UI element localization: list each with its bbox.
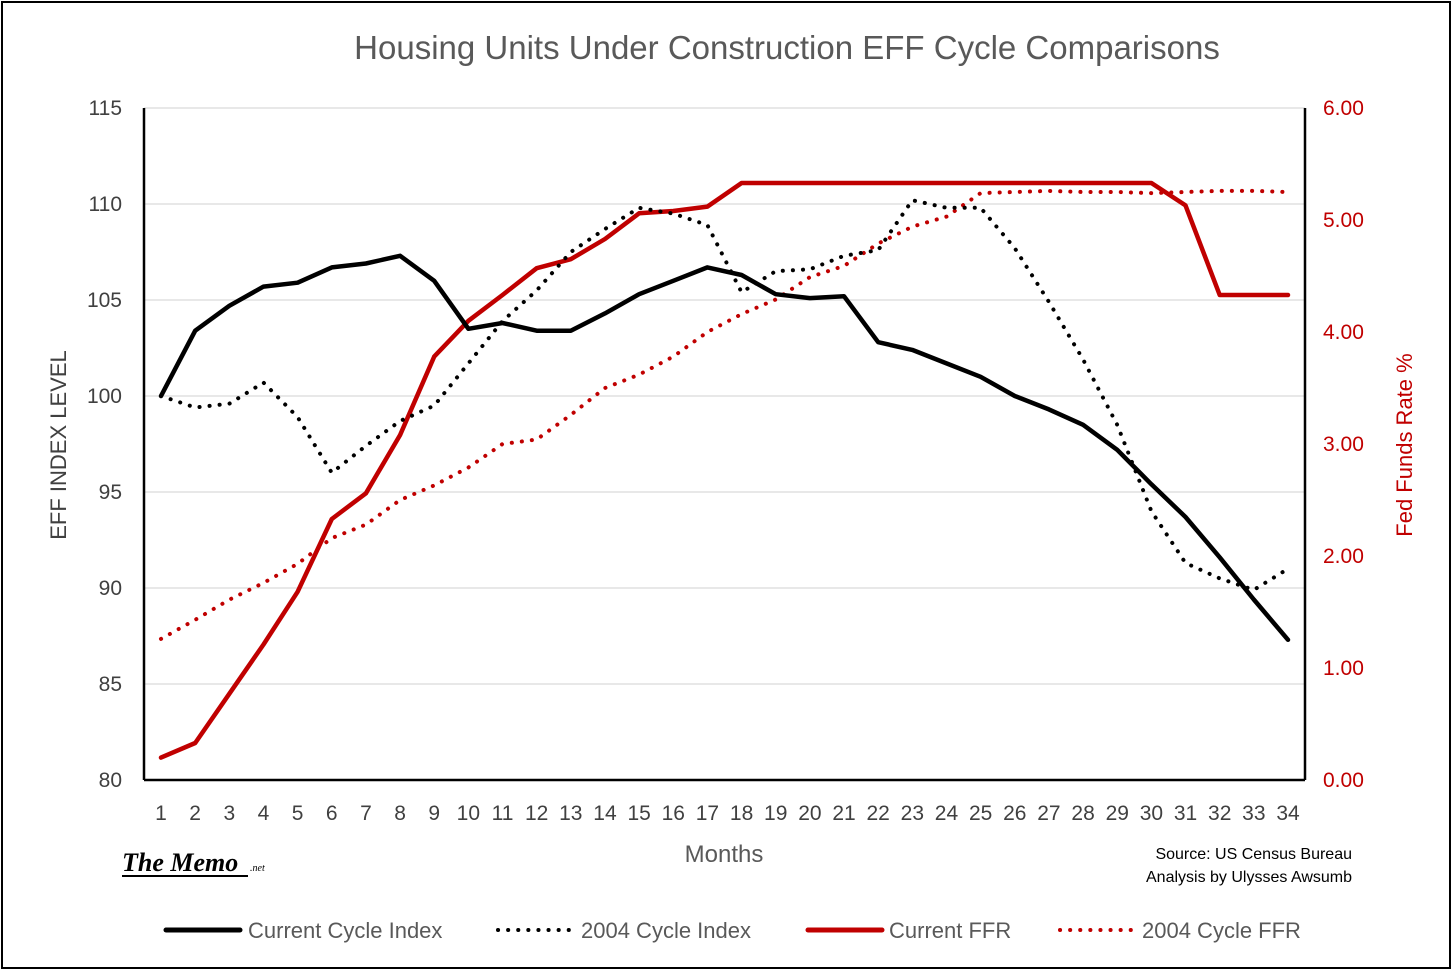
x-tick-label: 14 [593,802,617,825]
legend-label: Current FFR [889,918,1011,943]
x-tick-label: 16 [662,802,685,825]
legend: Current Cycle Index 2004 Cycle Index Curre… [163,918,1301,943]
plot-axes [142,108,1307,782]
series-line-2004-cycle-index [159,198,1290,592]
legend-label: 2004 Cycle FFR [1142,918,1301,943]
left-tick-label: 100 [87,385,122,408]
right-tick-label: 6.00 [1323,97,1364,120]
gridlines [144,107,1305,781]
x-tick-label: 5 [292,802,304,825]
x-tick-label: 32 [1208,802,1231,825]
left-tick-label: 105 [87,289,122,312]
left-tick-label: 95 [99,481,122,504]
x-tick-label: 21 [832,802,855,825]
right-tick-label: 5.00 [1323,209,1364,232]
x-tick-label: 4 [258,802,270,825]
right-axis-ticks: 0.00 1.00 2.00 3.00 4.00 5.00 6.00 [1323,97,1364,792]
logo-suffix: .net [250,863,265,874]
source-line-1: Source: US Census Bureau [1155,846,1352,863]
x-axis-ticks: 1 2 3 4 5 6 7 8 9 10 11 12 13 14 15 16 17 18 19 20 21 22 23 24 2… [155,802,1300,825]
x-tick-label: 34 [1276,802,1300,825]
x-tick-label: 18 [730,802,753,825]
right-axis-title: Fed Funds Rate % [1392,353,1417,536]
left-tick-label: 85 [99,673,122,696]
x-tick-label: 15 [627,802,650,825]
left-tick-label: 110 [89,193,122,216]
x-tick-label: 33 [1242,802,1265,825]
logo: The Memo .net [122,848,265,877]
x-tick-label: 20 [798,802,821,825]
left-axis-title: EFF INDEX LEVEL [46,350,71,540]
x-tick-label: 24 [935,802,959,825]
x-tick-label: 12 [525,802,548,825]
x-tick-label: 6 [326,802,338,825]
x-tick-label: 19 [764,802,787,825]
x-tick-label: 13 [559,802,582,825]
logo-text: The Memo [122,848,238,877]
left-tick-label: 80 [99,769,122,792]
x-tick-label: 22 [867,802,890,825]
right-tick-label: 4.00 [1323,321,1364,344]
x-tick-label: 30 [1140,802,1163,825]
x-tick-label: 9 [428,802,440,825]
x-tick-label: 8 [394,802,406,825]
series-line-current-cycle-index [158,253,1291,643]
right-tick-label: 2.00 [1323,545,1364,568]
right-tick-label: 1.00 [1323,657,1364,680]
x-tick-label: 31 [1174,802,1197,825]
x-tick-label: 29 [1106,802,1129,825]
source-line-2: Analysis by Ulysses Awsumb [1146,869,1352,886]
series-line-current-ffr [158,180,1291,760]
left-tick-label: 115 [89,97,122,120]
legend-label: Current Cycle Index [248,918,442,943]
x-tick-label: 23 [901,802,924,825]
x-tick-label: 1 [155,802,167,825]
x-tick-label: 28 [1071,802,1094,825]
left-axis-ticks: 80 85 90 95 100 105 110 115 [87,97,122,792]
legend-label: 2004 Cycle Index [581,918,751,943]
right-tick-label: 3.00 [1323,433,1364,456]
left-tick-label: 90 [99,577,122,600]
x-tick-label: 27 [1037,802,1060,825]
x-tick-label: 2 [189,802,201,825]
x-tick-label: 17 [696,802,719,825]
x-axis-title: Months [685,841,764,868]
right-tick-label: 0.00 [1323,769,1364,792]
chart-title: Housing Units Under Construction EFF Cyc… [354,29,1220,66]
x-tick-label: 11 [492,802,514,825]
x-tick-label: 7 [360,802,372,825]
series-lines [158,180,1291,760]
x-tick-label: 10 [457,802,480,825]
x-tick-label: 26 [1003,802,1026,825]
x-tick-label: 25 [969,802,992,825]
series-line-2004-cycle-ffr [159,188,1290,641]
x-tick-label: 3 [223,802,235,825]
